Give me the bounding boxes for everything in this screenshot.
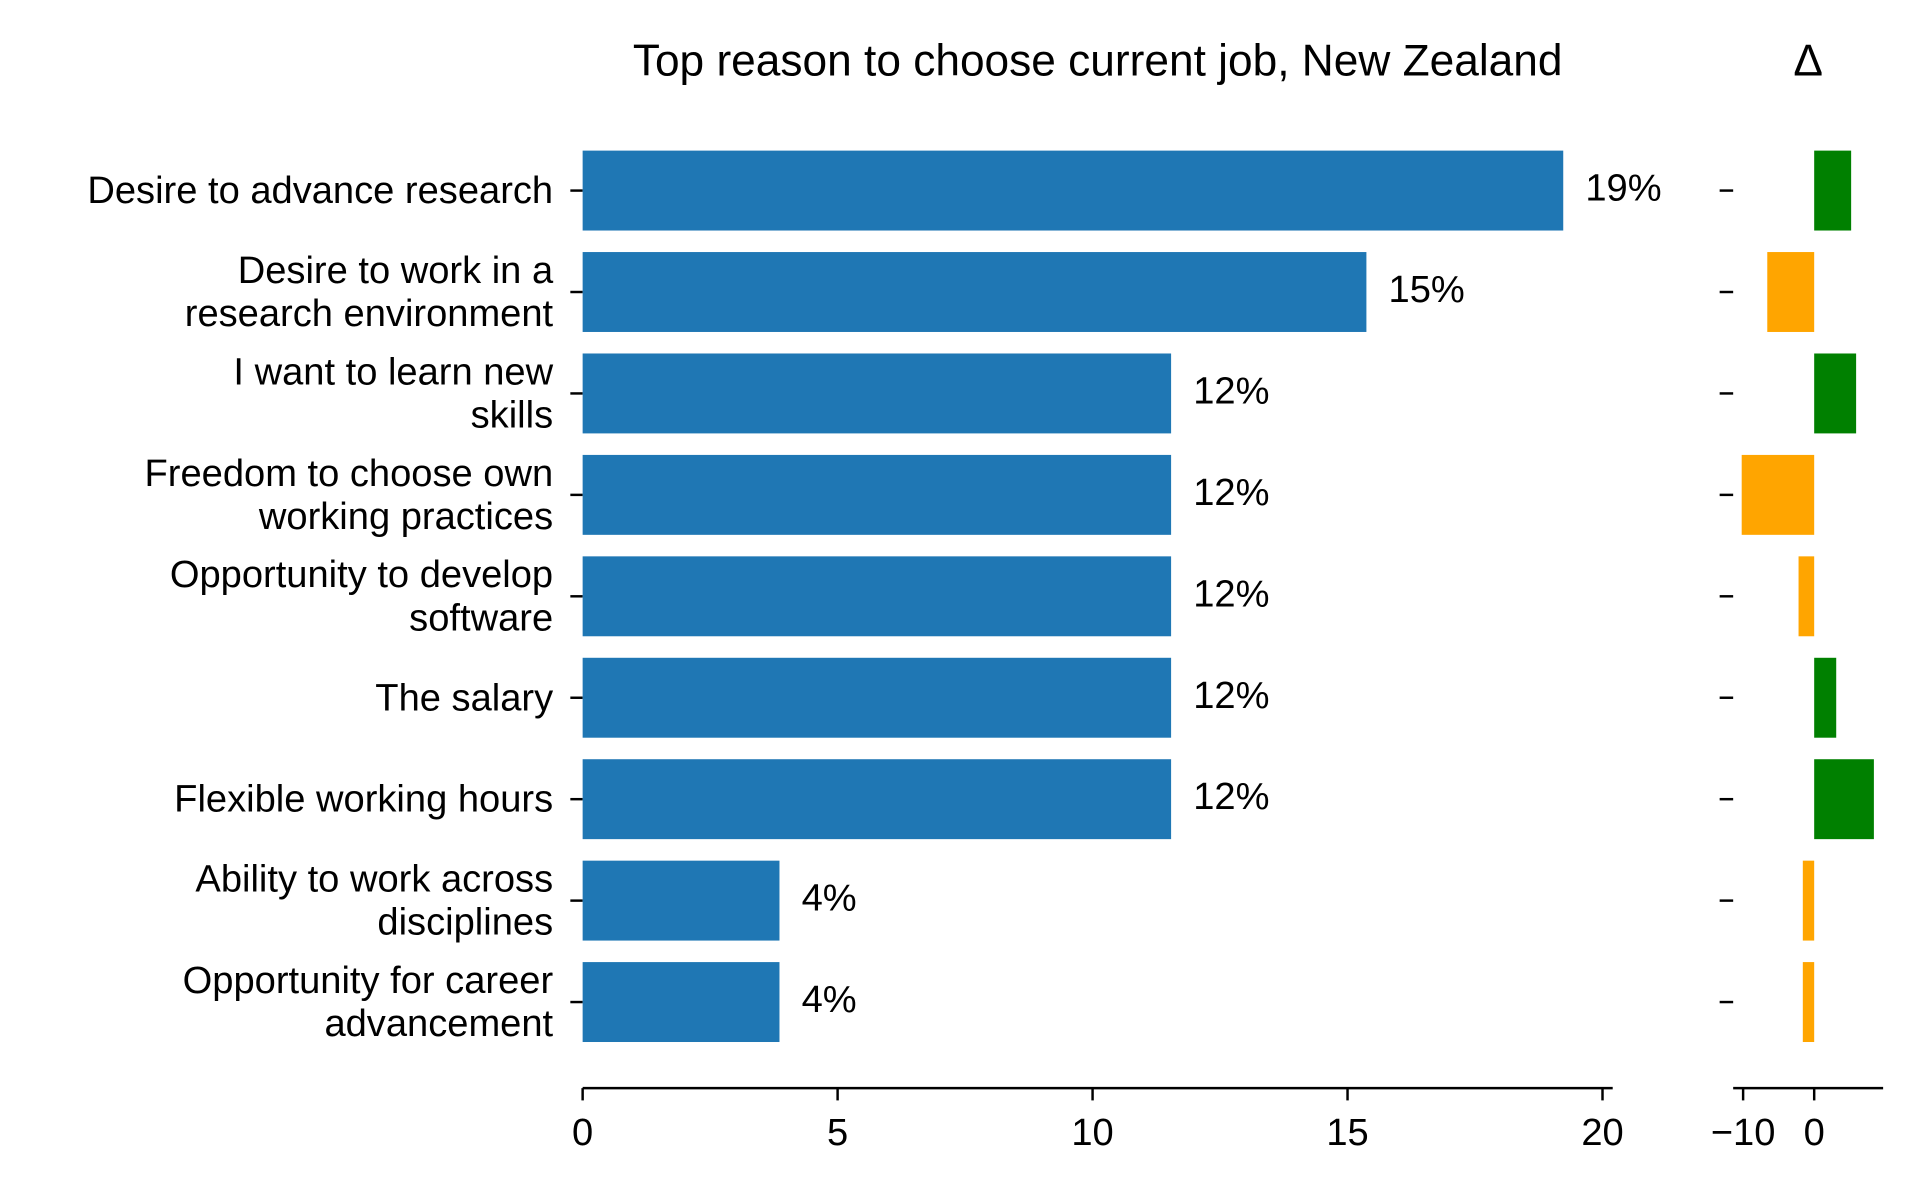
- y-tick-label: Opportunity for career advancement: [183, 960, 554, 1045]
- bar: [582, 353, 1172, 434]
- delta-bar: [1798, 556, 1815, 637]
- delta-bar: [1741, 454, 1815, 535]
- value-label: 12%: [1193, 675, 1269, 717]
- delta-bar: [1802, 962, 1815, 1043]
- y-tick-label: Freedom to choose own working practices: [145, 453, 554, 538]
- x-tick-label: 5: [827, 1112, 848, 1154]
- delta-bar: [1814, 353, 1857, 434]
- bar: [582, 759, 1172, 840]
- bar: [582, 860, 780, 941]
- y-tick-label: Ability to work across disciplines: [195, 859, 553, 944]
- value-label: 12%: [1193, 472, 1269, 514]
- x-tick-label: −10: [1711, 1112, 1776, 1154]
- y-tick-label: Opportunity to develop software: [170, 554, 553, 639]
- value-label: 19%: [1585, 168, 1661, 210]
- bar: [582, 150, 1564, 231]
- x-tick-label: 20: [1581, 1112, 1623, 1154]
- y-tick-label: Desire to work in a research environment: [185, 250, 554, 335]
- value-label: 15%: [1389, 269, 1465, 311]
- delta-bar: [1814, 657, 1837, 738]
- x-tick-label: 15: [1326, 1112, 1368, 1154]
- bar: [582, 657, 1172, 738]
- x-tick-label: 0: [572, 1112, 593, 1154]
- value-label: 12%: [1193, 573, 1269, 615]
- value-label: 12%: [1193, 371, 1269, 413]
- value-label: 12%: [1193, 776, 1269, 818]
- value-label: 4%: [802, 878, 857, 920]
- bar: [582, 556, 1172, 637]
- value-label: 4%: [802, 979, 857, 1021]
- bar: [582, 252, 1367, 332]
- bar: [582, 962, 780, 1043]
- delta-title: Δ: [1793, 37, 1823, 86]
- y-tick-label: I want to learn new skills: [233, 351, 553, 436]
- bar: [582, 454, 1172, 535]
- y-tick-label: Desire to advance research: [87, 170, 553, 212]
- delta-bar: [1814, 150, 1852, 231]
- x-tick-label: 0: [1804, 1112, 1825, 1154]
- x-tick-label: 10: [1071, 1112, 1113, 1154]
- y-tick-label: The salary: [375, 677, 553, 719]
- delta-bar: [1802, 860, 1815, 941]
- y-tick-label: Flexible working hours: [174, 779, 553, 821]
- delta-bar: [1814, 759, 1874, 840]
- delta-bar: [1767, 252, 1815, 332]
- chart-title: Top reason to choose current job, New Ze…: [633, 37, 1563, 86]
